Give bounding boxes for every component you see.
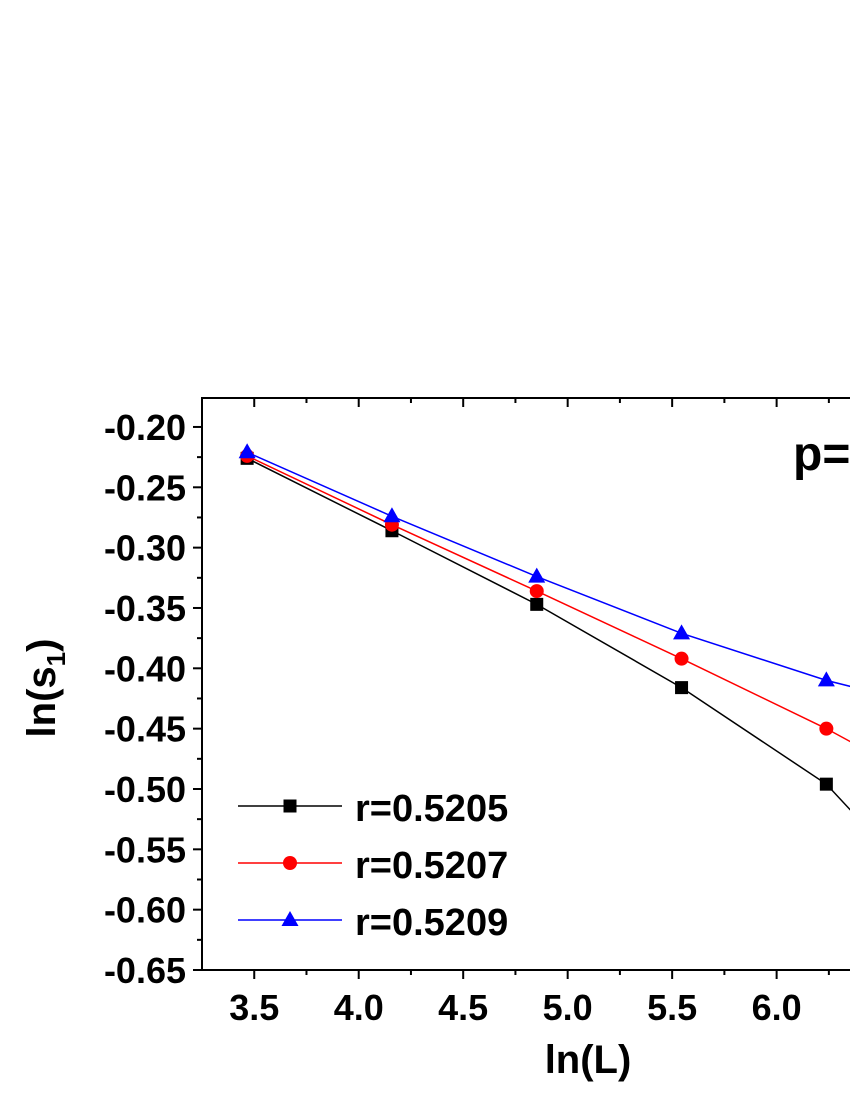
x-tick-label: 4.5: [438, 987, 488, 1028]
series-layer: [238, 443, 850, 811]
y-axis-label-close: ): [20, 639, 64, 652]
legend-marker: [283, 856, 297, 870]
legend-label: r=0.5209: [355, 902, 508, 944]
x-tick-label: 5.5: [647, 987, 697, 1028]
x-axis-label: ln(L): [545, 1038, 632, 1082]
data-point: [673, 624, 691, 640]
y-tick-label: -0.35: [104, 588, 186, 629]
y-axis-label: ln(s1): [20, 639, 71, 738]
data-point: [817, 671, 835, 687]
plot-frame: [201, 397, 850, 971]
y-tick-label: -0.45: [104, 709, 186, 750]
legend-marker: [281, 911, 299, 926]
svg-text:ln(s1): ln(s1): [20, 639, 71, 738]
x-tick-label: 4.0: [334, 987, 384, 1028]
data-point: [238, 443, 256, 459]
y-tick-label: -0.30: [104, 528, 186, 569]
series-line: [246, 455, 850, 743]
data-point: [529, 584, 544, 599]
y-axis-label-subscript: 1: [41, 652, 71, 666]
data-point: [528, 567, 546, 583]
legend-label: r=0.5207: [355, 845, 508, 887]
data-point: [675, 681, 689, 695]
data-point: [819, 777, 833, 791]
y-tick-label: -0.65: [104, 950, 186, 991]
y-tick-label: -0.60: [104, 890, 186, 931]
data-point: [674, 651, 689, 666]
y-tick-label: -0.25: [104, 467, 186, 508]
data-point: [819, 721, 834, 736]
y-tick-label: -0.20: [104, 407, 186, 448]
y-tick-label: -0.55: [104, 829, 186, 870]
legend-marker: [283, 799, 297, 813]
legend: r=0.5205 r=0.5207 r=0.5209: [238, 788, 508, 944]
x-tick-label: 5.0: [543, 987, 593, 1028]
x-tick-label: 6.0: [752, 987, 802, 1028]
series-line: [246, 451, 850, 688]
data-point: [530, 597, 544, 611]
y-axis-label-main: ln(s: [20, 666, 64, 737]
legend-label: r=0.5205: [355, 788, 508, 830]
y-tick-label: -0.40: [104, 648, 186, 689]
data-point: [383, 507, 401, 523]
x-tick-label: 3.5: [229, 987, 279, 1028]
y-tick-label: -0.50: [104, 769, 186, 810]
series-line: [246, 457, 850, 811]
chart-title: p=: [793, 428, 850, 481]
axes: 3.54.04.55.05.56.06.5-0.20-0.25-0.30-0.3…: [104, 397, 850, 1028]
